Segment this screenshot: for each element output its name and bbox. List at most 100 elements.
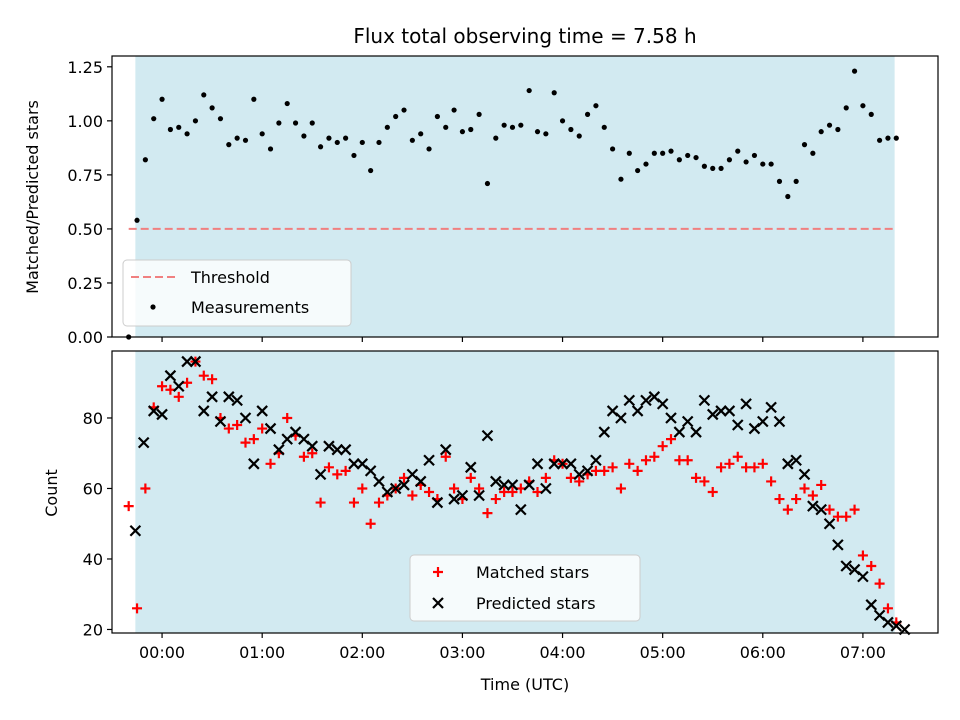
measurement-point — [134, 217, 140, 223]
matched-star-point — [499, 487, 510, 497]
predicted-star-point — [423, 454, 435, 467]
measurement-point — [434, 113, 440, 120]
count-panel: 20 40 60 80 00:00 01:00 02:00 03:00 04:00 05:00 06… — [83, 350, 939, 662]
matched-star-point — [624, 458, 635, 469]
measurement-point — [142, 157, 148, 163]
measurement-point — [743, 159, 749, 165]
matched-star-point — [824, 504, 835, 515]
predicted-star-point — [840, 560, 852, 572]
x-tick-label: 01:00 — [239, 643, 285, 662]
predicted-star-point — [823, 517, 836, 530]
predicted-star-point — [323, 440, 335, 452]
legend-matched-swatch — [433, 567, 443, 577]
top-legend: Threshold Measurements — [122, 259, 352, 327]
top-y-tick-label: 1.25 — [67, 58, 103, 77]
matched-star-point — [615, 483, 626, 494]
predicted-star-point — [389, 482, 402, 495]
top-y-tick-label: 0.75 — [67, 166, 103, 185]
bottom-y-tick-label: 20 — [83, 620, 103, 639]
x-tick-label: 07:00 — [840, 643, 886, 662]
measurement-point — [376, 139, 382, 146]
matched-star-point — [507, 487, 518, 497]
matched-star-point — [741, 462, 752, 473]
measurement-point — [301, 133, 307, 139]
predicted-star-point — [890, 620, 903, 632]
predicted-star-point — [515, 503, 527, 516]
bottom-y-tick-label: 40 — [83, 550, 103, 569]
predicted-star-point — [765, 401, 777, 414]
measurement-point — [451, 107, 457, 113]
predicted-star-point — [223, 391, 235, 403]
matched-star-point — [440, 451, 451, 462]
matched-star-point — [640, 455, 651, 466]
measurement-point — [568, 126, 574, 133]
predicted-star-point — [665, 412, 677, 424]
matched-star-point — [874, 578, 885, 589]
predicted-star-point — [129, 524, 142, 537]
measurement-point — [343, 135, 349, 141]
matched-star-point — [749, 462, 760, 473]
predicted-star-point — [731, 419, 744, 431]
measurement-point — [476, 111, 482, 117]
predicted-star-point — [740, 398, 752, 410]
matched-star-point — [315, 497, 326, 508]
predicted-star-point — [857, 570, 869, 583]
measurement-point — [601, 124, 607, 130]
measurement-point — [209, 105, 215, 111]
bottom-legend-box — [409, 554, 641, 622]
measurement-point — [885, 135, 891, 141]
matched-star-point — [799, 483, 810, 494]
matched-star-point — [857, 550, 868, 561]
measurement-point — [618, 176, 624, 182]
predicted-star-point — [865, 599, 878, 611]
measurement-point — [751, 152, 758, 159]
measurement-point — [493, 135, 499, 141]
matched-star-point — [849, 504, 860, 515]
matched-star-point — [791, 494, 802, 505]
predicted-star-point — [273, 443, 285, 456]
bottom-frame — [111, 350, 939, 634]
measurement-point — [860, 103, 866, 109]
predicted-star-point — [656, 398, 669, 410]
measurement-point — [317, 144, 324, 150]
measurement-point — [192, 118, 199, 124]
predicted-star-point — [239, 412, 252, 424]
chart-title: Flux total observing time = 7.58 h — [353, 24, 696, 48]
matched-star-point — [841, 511, 852, 522]
measurement-point — [826, 122, 833, 128]
predicted-star-point — [264, 422, 277, 435]
predicted-star-point — [314, 468, 327, 481]
matched-star-point — [198, 370, 209, 381]
matched-star-point — [757, 458, 768, 469]
predicted-star-point — [331, 443, 344, 456]
measurement-point — [576, 133, 582, 139]
top-y-tick-label: 1.00 — [67, 112, 103, 131]
measurement-point — [384, 124, 390, 130]
measurement-point — [267, 146, 274, 152]
matched-star-point — [365, 518, 376, 529]
matched-star-point — [782, 504, 793, 515]
matched-star-point — [882, 603, 893, 614]
measurement-point — [284, 100, 290, 107]
measurement-point — [309, 120, 315, 126]
predicted-star-point — [147, 405, 160, 417]
measurement-point — [801, 142, 808, 148]
predicted-star-point — [498, 479, 510, 491]
predicted-star-point — [164, 369, 177, 382]
matched-star-point — [674, 455, 685, 466]
measurement-point — [334, 139, 340, 146]
matched-star-point — [632, 465, 643, 476]
matched-star-point — [766, 476, 777, 487]
predicted-star-point — [181, 355, 193, 368]
measurement-point — [167, 126, 174, 133]
legend-predicted-label: Predicted stars — [476, 594, 596, 613]
matched-star-point — [157, 381, 168, 392]
measurement-point — [401, 107, 407, 113]
predicted-star-point — [623, 394, 636, 407]
predicted-star-point — [815, 503, 827, 516]
predicted-star-point — [540, 482, 552, 495]
top-y-tick-label: 0.00 — [67, 328, 103, 347]
matched-star-point — [265, 458, 276, 469]
predicted-star-point — [481, 429, 494, 442]
ratio-panel: 0.00 0.25 0.50 0.75 1.00 1.25 — [67, 55, 939, 347]
